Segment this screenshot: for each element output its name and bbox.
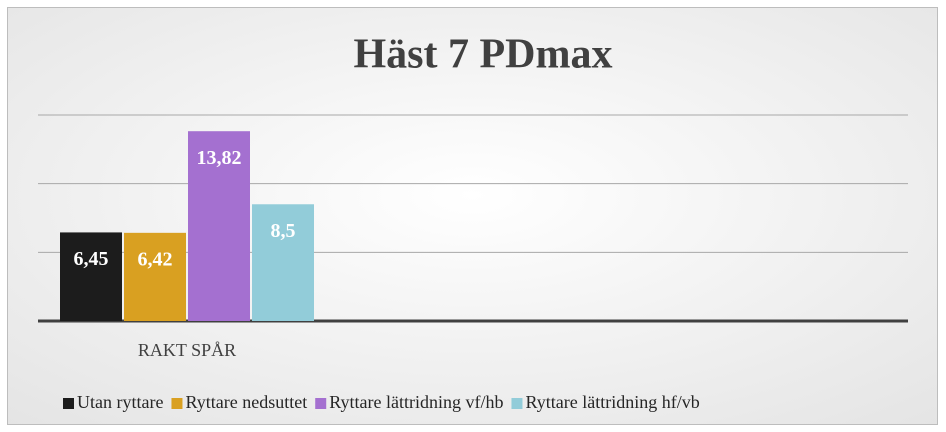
chart-frame [7, 7, 938, 425]
bar [252, 204, 314, 321]
legend-label: Ryttare lättridning vf/hb [329, 392, 503, 412]
data-label: 6,42 [138, 248, 173, 270]
legend-swatch [315, 398, 327, 409]
data-label: 8,5 [271, 220, 296, 242]
bar [188, 131, 250, 321]
legend-swatch [63, 398, 74, 409]
legend-label: Ryttare nedsuttet [185, 392, 307, 412]
legend-swatch [171, 398, 183, 409]
chart-title: Häst 7 PDmax [354, 32, 613, 78]
legend-swatch [511, 398, 523, 409]
legend-label: Ryttare lättridning hf/vb [525, 392, 699, 412]
x-tick-label: RAKT SPÅR [138, 340, 236, 360]
data-label: 6,45 [74, 248, 109, 270]
bar [60, 232, 122, 321]
data-label: 13,82 [197, 147, 242, 169]
legend-label: Utan ryttare [77, 392, 163, 412]
bar [124, 232, 186, 321]
